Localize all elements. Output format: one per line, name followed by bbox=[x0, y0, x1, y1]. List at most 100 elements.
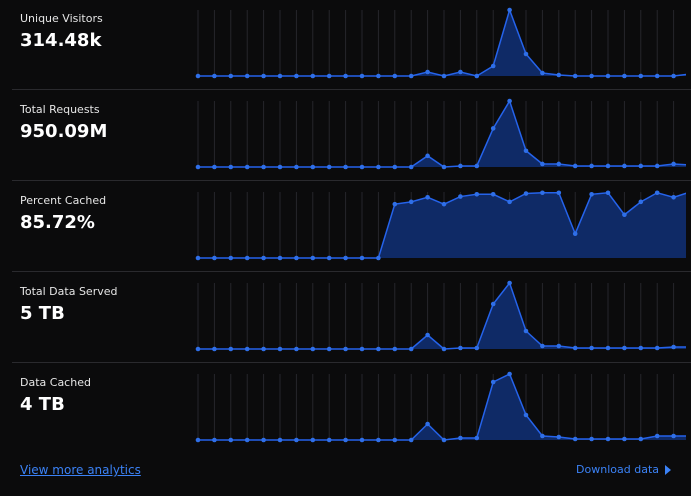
data-point[interactable] bbox=[343, 164, 348, 170]
data-point[interactable] bbox=[294, 164, 299, 170]
data-point[interactable] bbox=[326, 255, 332, 261]
data-point[interactable] bbox=[359, 437, 365, 443]
data-point[interactable] bbox=[277, 255, 283, 261]
data-point[interactable] bbox=[458, 194, 463, 199]
data-point[interactable] bbox=[507, 98, 512, 104]
data-point[interactable] bbox=[490, 63, 496, 69]
data-point[interactable] bbox=[228, 73, 234, 79]
data-point[interactable] bbox=[376, 164, 381, 170]
data-point[interactable] bbox=[195, 346, 201, 352]
data-point[interactable] bbox=[507, 7, 512, 13]
data-point[interactable] bbox=[408, 437, 414, 443]
data-point[interactable] bbox=[392, 201, 398, 207]
data-point[interactable] bbox=[228, 255, 234, 261]
data-point[interactable] bbox=[556, 190, 562, 196]
data-point[interactable] bbox=[507, 199, 512, 205]
data-point[interactable] bbox=[523, 328, 529, 334]
data-point[interactable] bbox=[244, 255, 250, 261]
download-data-button[interactable]: Download data bbox=[576, 463, 671, 476]
data-point[interactable] bbox=[359, 73, 365, 79]
view-more-analytics-link[interactable]: View more analytics bbox=[20, 463, 141, 477]
data-point[interactable] bbox=[392, 73, 398, 79]
data-point[interactable] bbox=[474, 73, 480, 79]
data-point[interactable] bbox=[605, 73, 611, 79]
data-point[interactable] bbox=[195, 255, 201, 261]
data-point[interactable] bbox=[212, 255, 217, 261]
data-point[interactable] bbox=[589, 191, 594, 197]
data-point[interactable] bbox=[622, 345, 627, 351]
data-point[interactable] bbox=[654, 190, 660, 196]
data-point[interactable] bbox=[294, 73, 299, 79]
data-point[interactable] bbox=[490, 126, 496, 131]
data-point[interactable] bbox=[671, 433, 676, 439]
data-point[interactable] bbox=[605, 190, 611, 196]
data-point[interactable] bbox=[244, 164, 250, 170]
data-point[interactable] bbox=[294, 437, 299, 443]
data-point[interactable] bbox=[507, 280, 512, 286]
data-point[interactable] bbox=[589, 163, 594, 169]
data-point[interactable] bbox=[671, 73, 676, 79]
data-point[interactable] bbox=[638, 436, 644, 442]
data-point[interactable] bbox=[343, 437, 348, 443]
data-point[interactable] bbox=[376, 437, 381, 443]
data-point[interactable] bbox=[261, 346, 266, 352]
data-point[interactable] bbox=[261, 255, 266, 261]
data-point[interactable] bbox=[441, 346, 447, 352]
data-point[interactable] bbox=[425, 332, 430, 338]
data-point[interactable] bbox=[343, 255, 348, 261]
data-point[interactable] bbox=[359, 255, 365, 261]
data-point[interactable] bbox=[458, 435, 463, 441]
data-point[interactable] bbox=[310, 437, 316, 443]
data-point[interactable] bbox=[638, 73, 644, 79]
data-point[interactable] bbox=[589, 436, 594, 442]
data-point[interactable] bbox=[408, 164, 414, 170]
data-point[interactable] bbox=[490, 301, 496, 307]
data-point[interactable] bbox=[540, 70, 545, 76]
data-point[interactable] bbox=[228, 164, 234, 170]
data-point[interactable] bbox=[458, 163, 463, 169]
data-point[interactable] bbox=[671, 161, 676, 167]
data-point[interactable] bbox=[326, 164, 332, 170]
data-point[interactable] bbox=[572, 163, 578, 169]
data-point[interactable] bbox=[622, 212, 627, 218]
data-point[interactable] bbox=[572, 436, 578, 442]
data-point[interactable] bbox=[441, 164, 447, 170]
data-point[interactable] bbox=[228, 346, 234, 352]
data-point[interactable] bbox=[244, 437, 250, 443]
data-point[interactable] bbox=[654, 73, 660, 79]
data-point[interactable] bbox=[310, 346, 316, 352]
data-point[interactable] bbox=[212, 437, 217, 443]
data-point[interactable] bbox=[638, 345, 644, 351]
data-point[interactable] bbox=[589, 345, 594, 351]
data-point[interactable] bbox=[523, 191, 529, 196]
data-point[interactable] bbox=[425, 195, 430, 200]
data-point[interactable] bbox=[425, 153, 430, 159]
data-point[interactable] bbox=[277, 346, 283, 352]
data-point[interactable] bbox=[441, 201, 447, 207]
data-point[interactable] bbox=[261, 437, 266, 443]
data-point[interactable] bbox=[458, 345, 463, 351]
data-point[interactable] bbox=[195, 164, 201, 170]
data-point[interactable] bbox=[310, 164, 316, 170]
data-point[interactable] bbox=[490, 379, 496, 385]
data-point[interactable] bbox=[441, 73, 447, 79]
data-point[interactable] bbox=[572, 345, 578, 351]
data-point[interactable] bbox=[392, 346, 398, 352]
data-point[interactable] bbox=[277, 164, 283, 170]
data-point[interactable] bbox=[261, 73, 266, 79]
data-point[interactable] bbox=[212, 346, 217, 352]
data-point[interactable] bbox=[605, 436, 611, 442]
data-point[interactable] bbox=[556, 434, 562, 440]
data-point[interactable] bbox=[556, 161, 562, 167]
data-point[interactable] bbox=[244, 346, 250, 352]
data-point[interactable] bbox=[523, 412, 529, 418]
data-point[interactable] bbox=[654, 345, 660, 351]
data-point[interactable] bbox=[277, 437, 283, 443]
data-point[interactable] bbox=[359, 164, 365, 170]
data-point[interactable] bbox=[540, 161, 545, 167]
data-point[interactable] bbox=[343, 73, 348, 79]
data-point[interactable] bbox=[212, 73, 217, 79]
data-point[interactable] bbox=[376, 73, 381, 79]
data-point[interactable] bbox=[326, 346, 332, 352]
data-point[interactable] bbox=[474, 163, 480, 169]
